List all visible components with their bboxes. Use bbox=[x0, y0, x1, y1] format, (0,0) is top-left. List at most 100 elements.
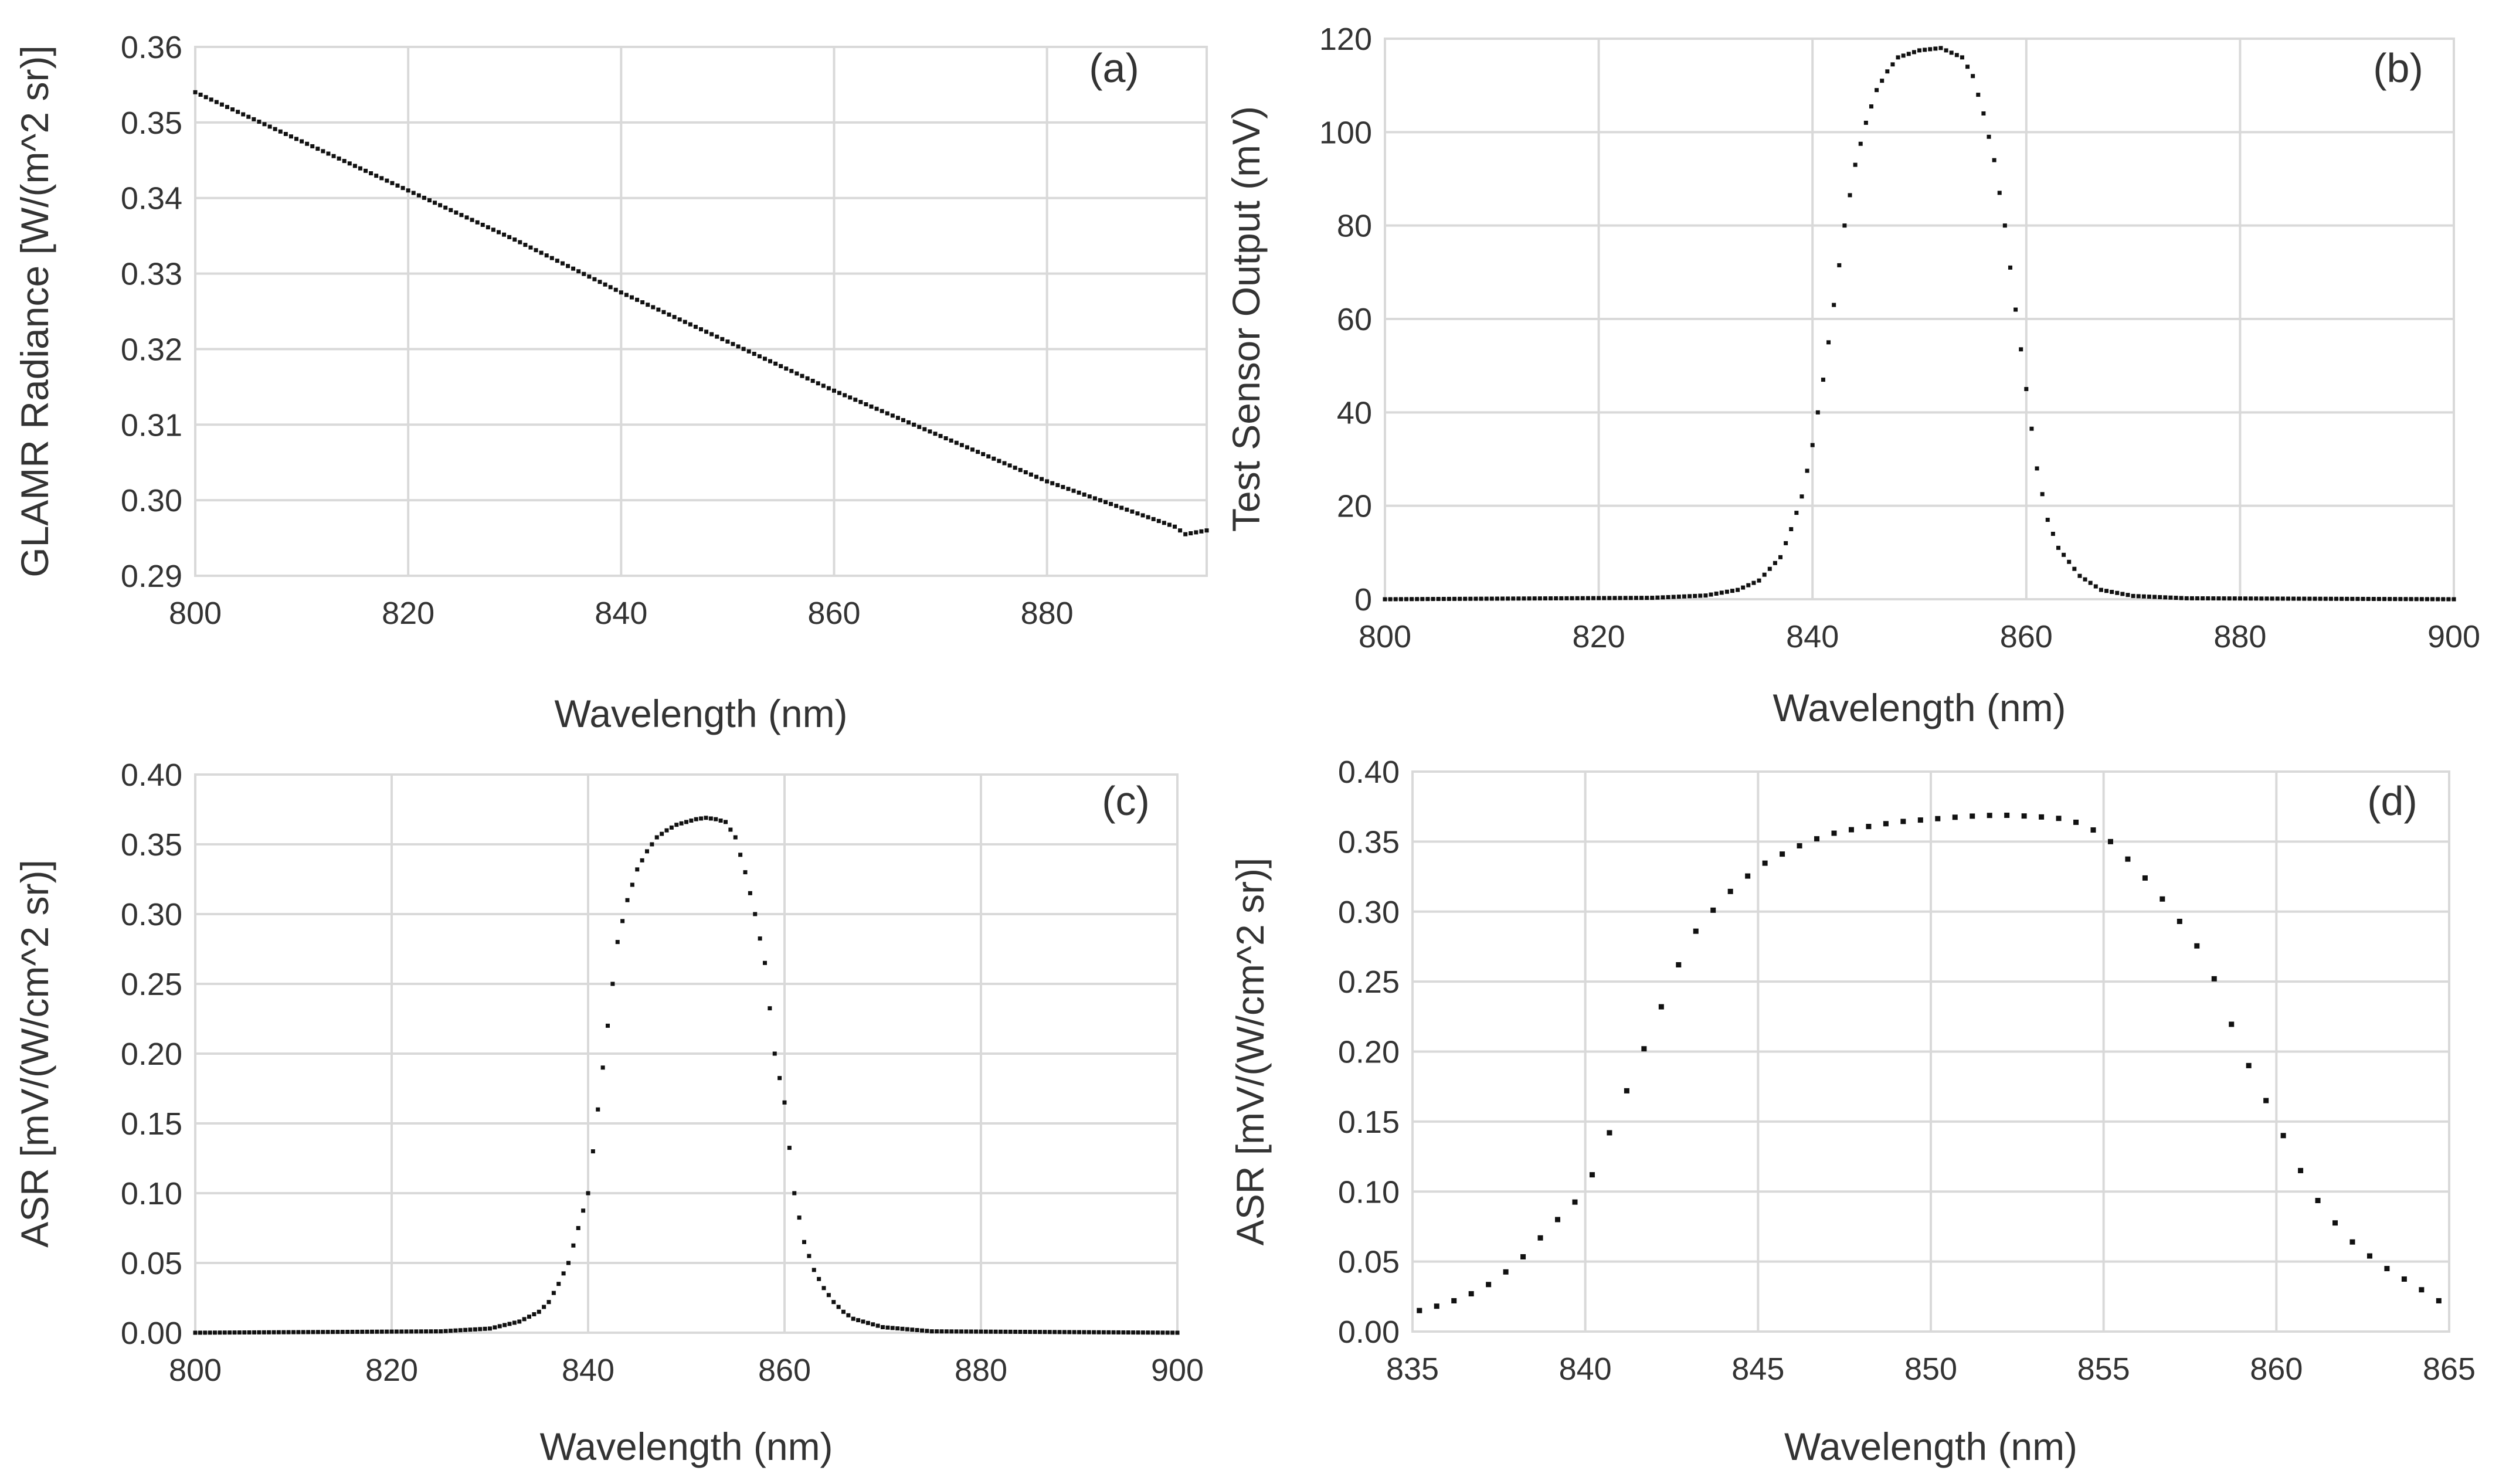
panel-b-data-point bbox=[1730, 589, 1734, 593]
panel-a-data-point bbox=[1045, 479, 1050, 484]
panel-d-ytick-label: 0.10 bbox=[1338, 1174, 1400, 1210]
panel-a-data-point bbox=[1183, 532, 1188, 536]
panel-c-data-point bbox=[325, 1330, 330, 1334]
panel-d-data-point bbox=[1935, 816, 1941, 821]
panel-d-data-point bbox=[2332, 1220, 2338, 1226]
panel-b-data-point bbox=[1987, 134, 1991, 139]
panel-a-data-point bbox=[810, 379, 815, 383]
panel-a-data-point bbox=[518, 240, 522, 244]
panel-c-data-point bbox=[311, 1330, 315, 1334]
panel-a-data-point bbox=[400, 186, 405, 191]
panel-d-data-point bbox=[1866, 824, 1872, 830]
panel-b-data-point bbox=[1607, 596, 1612, 600]
panel-c-data-point bbox=[787, 1146, 792, 1150]
panel-a-data-point bbox=[1104, 500, 1108, 504]
panel-c-data-point bbox=[222, 1330, 227, 1335]
panel-c-data-point bbox=[1067, 1330, 1072, 1334]
panel-d-xtick-label: 840 bbox=[1559, 1351, 1612, 1387]
panel-b-data-point bbox=[2446, 597, 2451, 602]
panel-d-data-point bbox=[1503, 1269, 1509, 1275]
panel-a-data-point bbox=[257, 120, 262, 124]
panel-a-data-point bbox=[970, 447, 975, 452]
panel-c-data-point bbox=[581, 1208, 586, 1213]
panel-b-data-point bbox=[1933, 46, 1938, 51]
panel-a-data-point bbox=[880, 409, 884, 413]
panel-d-data-point bbox=[2229, 1021, 2235, 1027]
panel-a-xtick-label: 800 bbox=[169, 596, 222, 631]
panel-c-data-point bbox=[782, 1100, 787, 1105]
panel-a-data-point bbox=[214, 100, 219, 104]
panel-c-data-point bbox=[1121, 1330, 1126, 1334]
panel-d-data-point bbox=[2349, 1239, 2355, 1245]
panel-c-data-point bbox=[910, 1327, 915, 1332]
panel-d-ytick-label: 0.25 bbox=[1338, 965, 1400, 1000]
panel-c-data-point bbox=[954, 1329, 959, 1334]
panel-c-data-point bbox=[969, 1329, 973, 1334]
panel-b-data-point bbox=[2222, 596, 2226, 601]
panel-a-data-point bbox=[406, 188, 410, 193]
panel-a-data-point bbox=[1156, 519, 1161, 524]
panel-b-data-point bbox=[1489, 596, 1494, 601]
panel-d-data-point bbox=[1814, 836, 1820, 842]
panel-b-data-point bbox=[1741, 585, 1746, 590]
panel-a-data-point bbox=[938, 434, 943, 439]
panel-b-data-point bbox=[2099, 588, 2103, 592]
panel-a-data-point bbox=[454, 210, 459, 215]
panel-d-data-point bbox=[2436, 1298, 2442, 1303]
panel-d-data-point bbox=[1676, 962, 1682, 967]
panel-a-data-point bbox=[672, 315, 677, 320]
panel-b-data-point bbox=[2345, 596, 2349, 601]
panel-b-data-point bbox=[2131, 593, 2135, 598]
panel-a-data-point bbox=[800, 373, 804, 378]
panel-a-ytick-label: 0.35 bbox=[121, 106, 182, 141]
panel-c-data-point bbox=[964, 1329, 969, 1334]
panel-d-data-point bbox=[1486, 1282, 1492, 1288]
panel-c-data-point bbox=[645, 849, 649, 854]
panel-c-data-point bbox=[1082, 1330, 1086, 1334]
panel-a-data-point bbox=[683, 320, 687, 324]
panel-c-ytick-label: 0.25 bbox=[121, 967, 182, 1002]
panel-c-data-point bbox=[920, 1328, 924, 1333]
panel-b-data-point bbox=[1671, 595, 1676, 599]
panel-b-data-point bbox=[1997, 191, 2002, 195]
panel-b-data-point bbox=[2340, 596, 2344, 601]
panel-b-data-point bbox=[2280, 596, 2285, 601]
panel-c-data-point bbox=[213, 1330, 217, 1335]
panel-a-x-axis-label: Wavelength (nm) bbox=[554, 692, 847, 735]
panel-a-data-point bbox=[262, 122, 267, 127]
panel-a-data-point bbox=[805, 376, 810, 381]
panel-a-data-point bbox=[502, 232, 507, 237]
panel-c-data-point bbox=[743, 870, 748, 875]
panel-a-y-axis-label: GLAMR Radiance [W/(m^2 sr)] bbox=[13, 45, 56, 577]
panel-c-data-point bbox=[1146, 1330, 1150, 1335]
panel-a-data-point bbox=[1162, 521, 1166, 525]
panel-c-xtick-label: 860 bbox=[758, 1353, 811, 1388]
panel-a-data-point bbox=[789, 369, 794, 373]
panel-b-data-point bbox=[2083, 577, 2087, 582]
panel-d-ytick-label: 0.15 bbox=[1338, 1105, 1400, 1140]
panel-c-data-point bbox=[777, 1076, 782, 1081]
panel-c-data-point bbox=[1126, 1330, 1130, 1335]
panel-a-data-point bbox=[566, 264, 571, 269]
panel-c-data-point bbox=[1136, 1330, 1140, 1335]
panel-b-data-point bbox=[1452, 596, 1456, 601]
panel-b-data-point bbox=[1789, 527, 1794, 531]
panel-c-data-point bbox=[399, 1329, 404, 1334]
panel-c-data-point bbox=[1028, 1330, 1033, 1334]
panel-c: 0.00 0.05 0.10 0.15 0.20 0.25 0.30 0.35 0.40 800 8… bbox=[13, 758, 1204, 1468]
panel-a-data-point bbox=[438, 203, 443, 208]
panel-a-data-point bbox=[826, 386, 831, 390]
panel-a-data-point bbox=[651, 305, 656, 310]
panel-d-data-point bbox=[2160, 896, 2165, 902]
panel-c-data-point bbox=[1038, 1330, 1042, 1334]
panel-b-data-point bbox=[1580, 596, 1585, 600]
panel-a-data-point bbox=[715, 334, 719, 339]
panel-c-data-point bbox=[802, 1240, 806, 1244]
panel-b-data-point bbox=[2029, 426, 2034, 431]
panel-c-ytick-label: 0.00 bbox=[121, 1316, 182, 1351]
panel-c-data-point bbox=[203, 1330, 208, 1335]
panel-a-data-point bbox=[693, 324, 698, 329]
panel-a-data-point bbox=[992, 456, 996, 461]
panel-c-data-point bbox=[1052, 1330, 1057, 1334]
panel-a-data-point bbox=[1034, 474, 1038, 479]
